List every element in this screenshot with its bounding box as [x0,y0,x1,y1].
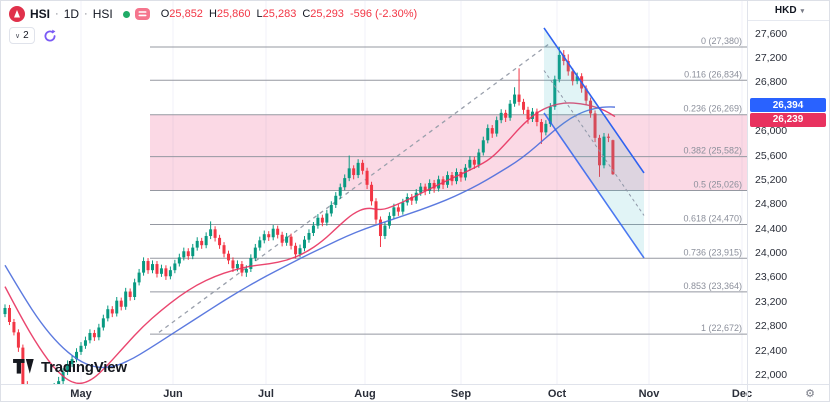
tradingview-mark-icon [13,359,34,374]
month-tick-label[interactable]: Jul [258,388,274,400]
chart-legend: HSI · 1D · HSI O25,852 H25,860 L25,283 C… [9,6,417,44]
fib-level-label: 0.853 (23,364) [683,281,742,291]
month-tick-label[interactable]: Aug [354,388,376,400]
currency-selector[interactable]: HKD ▾ [748,1,829,21]
currency-label: HKD [774,5,797,16]
price-axis-badge: 26,394 [750,98,826,113]
market-status-icon [122,10,130,18]
low-value: 25,283 [262,8,297,20]
object-count: 2 [23,30,29,41]
month-tick-label[interactable]: May [70,388,92,400]
price-tick-label: 27,200 [755,51,788,64]
price-tick-label: 22,400 [755,344,788,357]
title-separator: · [84,8,88,20]
fib-level-label: 0 (27,380) [701,36,742,46]
price-axis-badge: 26,239 [750,112,826,127]
title-separator: · [55,8,59,20]
fib-level-label: 1 (22,672) [701,323,742,333]
change-value: -596 (-2.30%) [349,8,418,20]
tradingview-logo-text: TradingView [41,359,127,376]
price-tick-label: 22,000 [755,369,788,382]
month-tick-label[interactable]: Sep [450,388,472,400]
ohlc-readout: O25,852 H25,860 L25,283 C25,293 -596 (-2… [160,8,418,20]
price-tick-label: 22,800 [755,320,788,333]
object-tree-collapse-button[interactable]: ∨ 2 [9,27,35,44]
symbol-name[interactable]: HSI [30,7,51,21]
time-axis[interactable]: May Jun Jul Aug Sep Oct Nov Dec [1,384,752,401]
price-tick-label: 23,600 [755,271,788,284]
price-tick-label: 24,000 [755,247,788,260]
high-value: 25,860 [216,8,251,20]
exchange-label[interactable]: HSI [92,7,113,21]
fib-level-label: 0.382 (25,582) [683,146,742,156]
fib-level-label: 0.236 (26,269) [683,104,742,114]
chevron-down-icon: ▾ [800,7,805,15]
price-tick-label: 26,000 [755,125,788,138]
price-tick-label: 24,800 [755,198,788,211]
price-axis[interactable]: HKD ▾ 27,60027,20026,80026,40026,00025,6… [747,1,829,384]
symbol-logo-icon [9,6,25,22]
gear-icon[interactable]: ⚙ [805,387,815,400]
fib-level-label: 0.5 (25,026) [693,180,742,190]
sync-refresh-icon[interactable] [43,29,57,43]
month-tick-label[interactable]: Jun [163,388,183,400]
price-tick-label: 26,800 [755,76,788,89]
fib-level-label: 0.116 (26,834) [684,69,742,79]
tradingview-logo[interactable]: TradingView [13,359,127,376]
open-value: 25,852 [169,8,203,20]
price-tick-label: 25,200 [755,173,788,186]
month-tick-label[interactable]: Oct [547,388,567,400]
chevron-down-icon: ∨ [15,32,21,40]
price-tick-label: 25,600 [755,149,788,162]
axis-corner: ⚙ [747,384,829,401]
interval-label[interactable]: 1D [63,7,80,21]
price-chart-pane[interactable]: 0 (27,380) 0.116 (26,834) 0.236 (26,269) 0.… [1,1,747,384]
fib-level-label: 0.736 (23,915) [683,247,742,257]
price-tick-label: 24,400 [755,222,788,235]
price-tick-label: 27,600 [755,27,788,40]
fib-level-label: 0.618 (24,470) [683,213,742,223]
source-toggle-icon[interactable] [134,8,150,20]
price-tick-label: 23,200 [755,295,788,308]
close-value: 25,293 [310,8,344,20]
month-tick-label[interactable]: Nov [638,388,660,400]
